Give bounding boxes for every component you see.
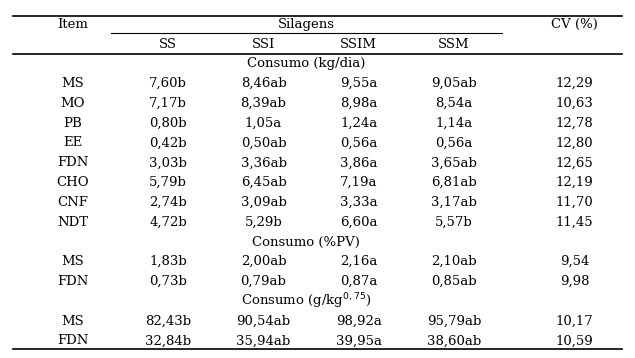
Text: 0,56a: 0,56a [436,136,472,150]
Text: 0,85ab: 0,85ab [431,275,477,288]
Text: 1,24a: 1,24a [340,117,377,130]
Text: 12,78: 12,78 [556,117,594,130]
Text: 10,63: 10,63 [556,97,594,110]
Text: MS: MS [62,315,84,328]
Text: 3,65ab: 3,65ab [431,156,477,169]
Text: 3,03b: 3,03b [149,156,187,169]
Text: 1,14a: 1,14a [436,117,472,130]
Text: 12,29: 12,29 [556,77,594,90]
Text: Item: Item [58,18,88,31]
Text: 2,10ab: 2,10ab [431,255,477,268]
Text: EE: EE [64,136,83,150]
Text: 10,17: 10,17 [556,315,594,328]
Text: MO: MO [61,97,85,110]
Text: 12,19: 12,19 [556,176,594,189]
Text: 98,92a: 98,92a [336,315,382,328]
Text: 0,87a: 0,87a [340,275,377,288]
Text: 9,55a: 9,55a [340,77,377,90]
Text: 10,59: 10,59 [556,334,594,348]
Text: 9,05ab: 9,05ab [431,77,477,90]
Text: MS: MS [62,255,84,268]
Text: 2,74b: 2,74b [149,196,187,209]
Text: 3,36ab: 3,36ab [241,156,286,169]
Text: SSIM: SSIM [340,38,377,50]
Text: 9,98: 9,98 [560,275,589,288]
Text: FDN: FDN [57,275,89,288]
Text: 6,60a: 6,60a [340,216,378,229]
Text: 12,65: 12,65 [556,156,594,169]
Text: 5,29b: 5,29b [244,216,283,229]
Text: SS: SS [159,38,177,50]
Text: 11,70: 11,70 [556,196,594,209]
Text: 12,80: 12,80 [556,136,594,150]
Text: 0,79ab: 0,79ab [241,275,286,288]
Text: 6,81ab: 6,81ab [431,176,477,189]
Text: 11,45: 11,45 [556,216,594,229]
Text: 3,86a: 3,86a [340,156,378,169]
Text: 2,00ab: 2,00ab [241,255,286,268]
Text: 3,09ab: 3,09ab [241,196,286,209]
Text: MS: MS [62,77,84,90]
Text: 90,54ab: 90,54ab [236,315,291,328]
Text: PB: PB [64,117,83,130]
Text: 0,50ab: 0,50ab [241,136,286,150]
Text: SSM: SSM [438,38,470,50]
Text: FDN: FDN [57,334,89,348]
Text: 7,60b: 7,60b [149,77,187,90]
Text: CHO: CHO [57,176,90,189]
Text: 8,98a: 8,98a [340,97,377,110]
Text: CV (%): CV (%) [551,18,598,31]
Text: 0,80b: 0,80b [149,117,187,130]
Text: 5,79b: 5,79b [149,176,187,189]
Text: 95,79ab: 95,79ab [427,315,481,328]
Text: 9,54: 9,54 [560,255,589,268]
Text: 8,46ab: 8,46ab [241,77,286,90]
Text: 6,45ab: 6,45ab [241,176,286,189]
Text: 0,56a: 0,56a [340,136,377,150]
Text: Consumo (g/kg$^{0,75}$): Consumo (g/kg$^{0,75}$) [241,291,371,311]
Text: Silagens: Silagens [278,18,335,31]
Text: 1,83b: 1,83b [149,255,187,268]
Text: Consumo (%PV): Consumo (%PV) [253,236,360,248]
Text: 0,73b: 0,73b [149,275,187,288]
Text: 8,54a: 8,54a [436,97,472,110]
Text: 7,17b: 7,17b [149,97,187,110]
Text: Consumo (kg/dia): Consumo (kg/dia) [247,57,366,70]
Text: NDT: NDT [58,216,88,229]
Text: 4,72b: 4,72b [149,216,187,229]
Text: 32,84b: 32,84b [145,334,191,348]
Text: SSI: SSI [252,38,275,50]
Text: 35,94ab: 35,94ab [236,334,291,348]
Text: 0,42b: 0,42b [149,136,187,150]
Text: 1,05a: 1,05a [245,117,282,130]
Text: CNF: CNF [58,196,88,209]
Text: 3,33a: 3,33a [340,196,378,209]
Text: 39,95a: 39,95a [336,334,382,348]
Text: 2,16a: 2,16a [340,255,377,268]
Text: 5,57b: 5,57b [435,216,473,229]
Text: 3,17ab: 3,17ab [431,196,477,209]
Text: 7,19a: 7,19a [340,176,378,189]
Text: 8,39ab: 8,39ab [241,97,286,110]
Text: FDN: FDN [57,156,89,169]
Text: 82,43b: 82,43b [145,315,191,328]
Text: 38,60ab: 38,60ab [427,334,481,348]
